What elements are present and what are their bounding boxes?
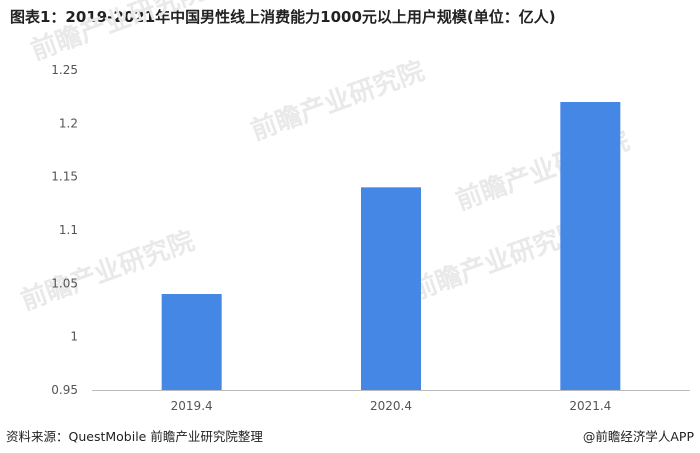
watermark: 前瞻产业研究院 [27, 0, 209, 67]
y-tick-label: 1.1 [59, 223, 78, 237]
chart-title: 图表1：2019-2021年中国男性线上消费能力1000元以上用户规模(单位：亿… [10, 8, 556, 26]
y-tick-label: 1.25 [51, 63, 78, 77]
watermark: 前瞻产业研究院 [247, 55, 429, 146]
y-tick-label: 1 [70, 330, 78, 344]
bar-chart: 前瞻产业研究院 前瞻产业研究院 前瞻产业研究院 前瞻产业研究院 前瞻产业研究院 … [17, 0, 690, 413]
y-tick-label: 1.15 [51, 170, 78, 184]
bar-2020.4 [361, 187, 421, 390]
x-tick-label: 2021.4 [569, 399, 611, 413]
y-tick-label: 1.2 [59, 116, 78, 130]
source-note: 资料来源：QuestMobile 前瞻产业研究院整理 [6, 429, 263, 444]
watermarks: 前瞻产业研究院 前瞻产业研究院 前瞻产业研究院 前瞻产业研究院 前瞻产业研究院 [17, 0, 634, 317]
y-tick-label: 1.05 [51, 276, 78, 290]
bar-2019.4 [161, 294, 222, 390]
y-axis: 0.95 1 1.05 1.1 1.15 1.2 1.25 [51, 63, 78, 397]
bar-2021.4 [560, 102, 621, 390]
x-tick-label: 2019.4 [171, 399, 213, 413]
x-tick-label: 2020.4 [370, 399, 412, 413]
bars [161, 102, 621, 390]
credit-note: @前瞻经济学人APP [582, 429, 694, 444]
x-axis: 2019.4 2020.4 2021.4 [171, 399, 612, 413]
y-tick-label: 0.95 [51, 383, 78, 397]
